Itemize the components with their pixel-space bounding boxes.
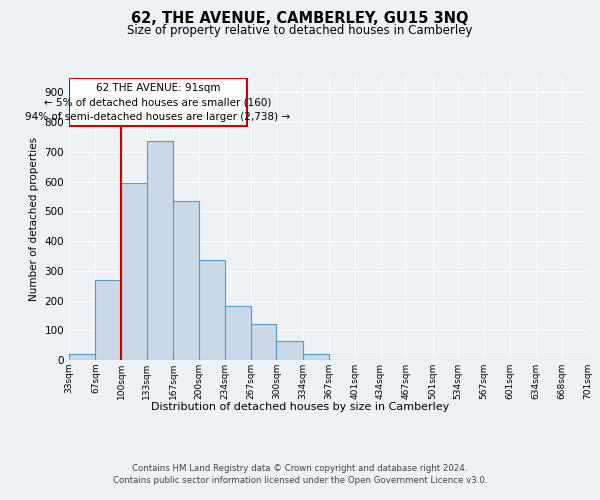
Bar bbox=[173, 201, 199, 360]
Bar bbox=[225, 306, 251, 360]
Text: 94% of semi-detached houses are larger (2,738) →: 94% of semi-detached houses are larger (… bbox=[25, 112, 290, 122]
Text: ← 5% of detached houses are smaller (160): ← 5% of detached houses are smaller (160… bbox=[44, 98, 272, 108]
Text: 62 THE AVENUE: 91sqm: 62 THE AVENUE: 91sqm bbox=[96, 84, 220, 94]
Bar bbox=[251, 324, 277, 360]
Bar bbox=[303, 354, 329, 360]
Text: Size of property relative to detached houses in Camberley: Size of property relative to detached ho… bbox=[127, 24, 473, 37]
Bar bbox=[95, 280, 121, 360]
Bar bbox=[277, 340, 303, 360]
Text: Distribution of detached houses by size in Camberley: Distribution of detached houses by size … bbox=[151, 402, 449, 412]
Bar bbox=[121, 183, 146, 360]
Bar bbox=[69, 78, 247, 126]
Bar bbox=[199, 260, 225, 360]
Text: Contains public sector information licensed under the Open Government Licence v3: Contains public sector information licen… bbox=[113, 476, 487, 485]
Y-axis label: Number of detached properties: Number of detached properties bbox=[29, 136, 39, 301]
Bar bbox=[146, 142, 173, 360]
Bar bbox=[69, 354, 95, 360]
Text: 62, THE AVENUE, CAMBERLEY, GU15 3NQ: 62, THE AVENUE, CAMBERLEY, GU15 3NQ bbox=[131, 11, 469, 26]
Text: Contains HM Land Registry data © Crown copyright and database right 2024.: Contains HM Land Registry data © Crown c… bbox=[132, 464, 468, 473]
